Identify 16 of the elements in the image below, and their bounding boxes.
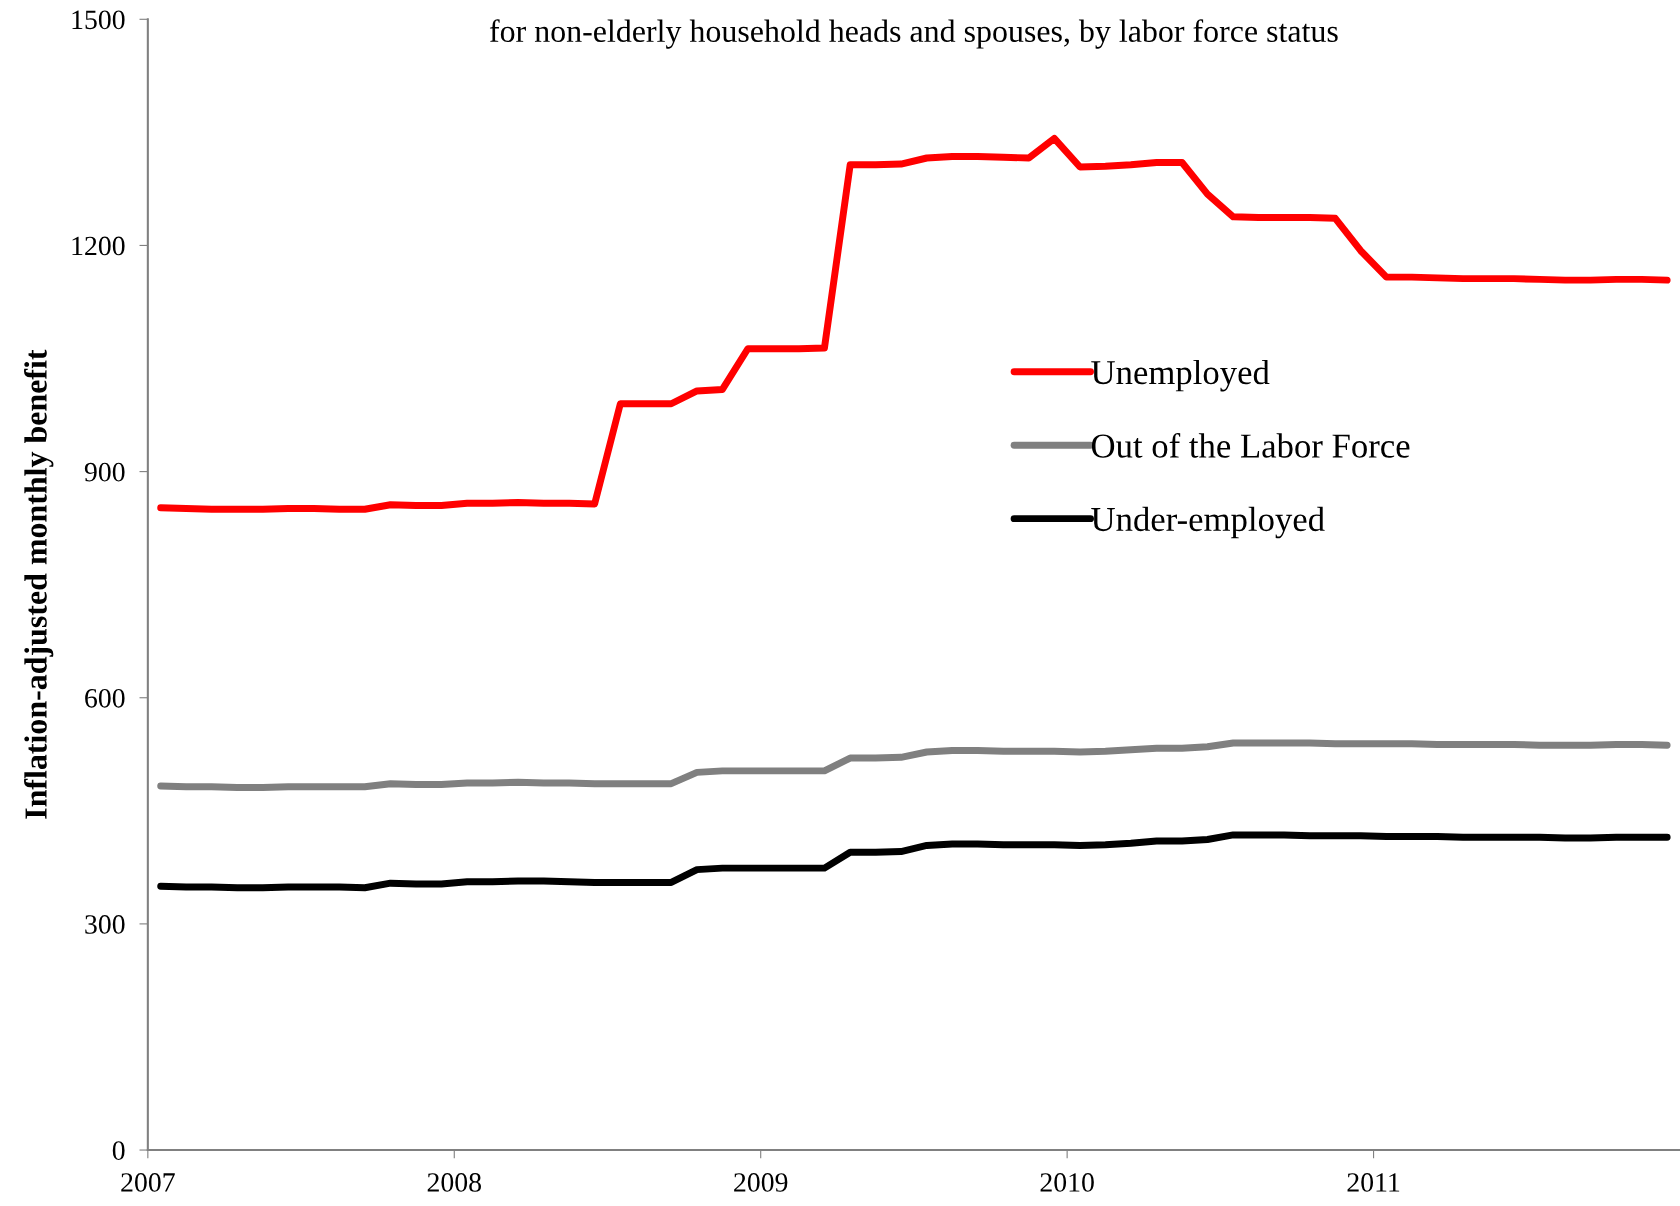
y-tick-label: 600 [85,688,125,708]
chart-subtitle: for non-elderly household heads and spouses, by labor force status [489,19,1338,49]
y-tick-label: 1500 [72,10,125,30]
y-tick-label: 300 [85,915,125,934]
x-tick-label: 2011 [1347,1173,1400,1192]
x-tick-label: 2009 [734,1173,788,1192]
legend-label: Unemployed [1091,359,1270,392]
x-tick-label: 2007 [121,1173,175,1192]
y-tick-label: 1200 [72,236,125,256]
y-tick-label: 900 [84,462,125,482]
legend-label: Out of the Labor Force [1091,432,1410,458]
x-tick-label: 2008 [427,1173,481,1192]
y-tick-label: 0 [112,1141,125,1160]
x-tick-label: 2010 [1040,1173,1094,1192]
y-axis-title: Inflation-adjusted monthly benefit [24,349,54,819]
legend-label: Under-employed [1091,506,1325,539]
